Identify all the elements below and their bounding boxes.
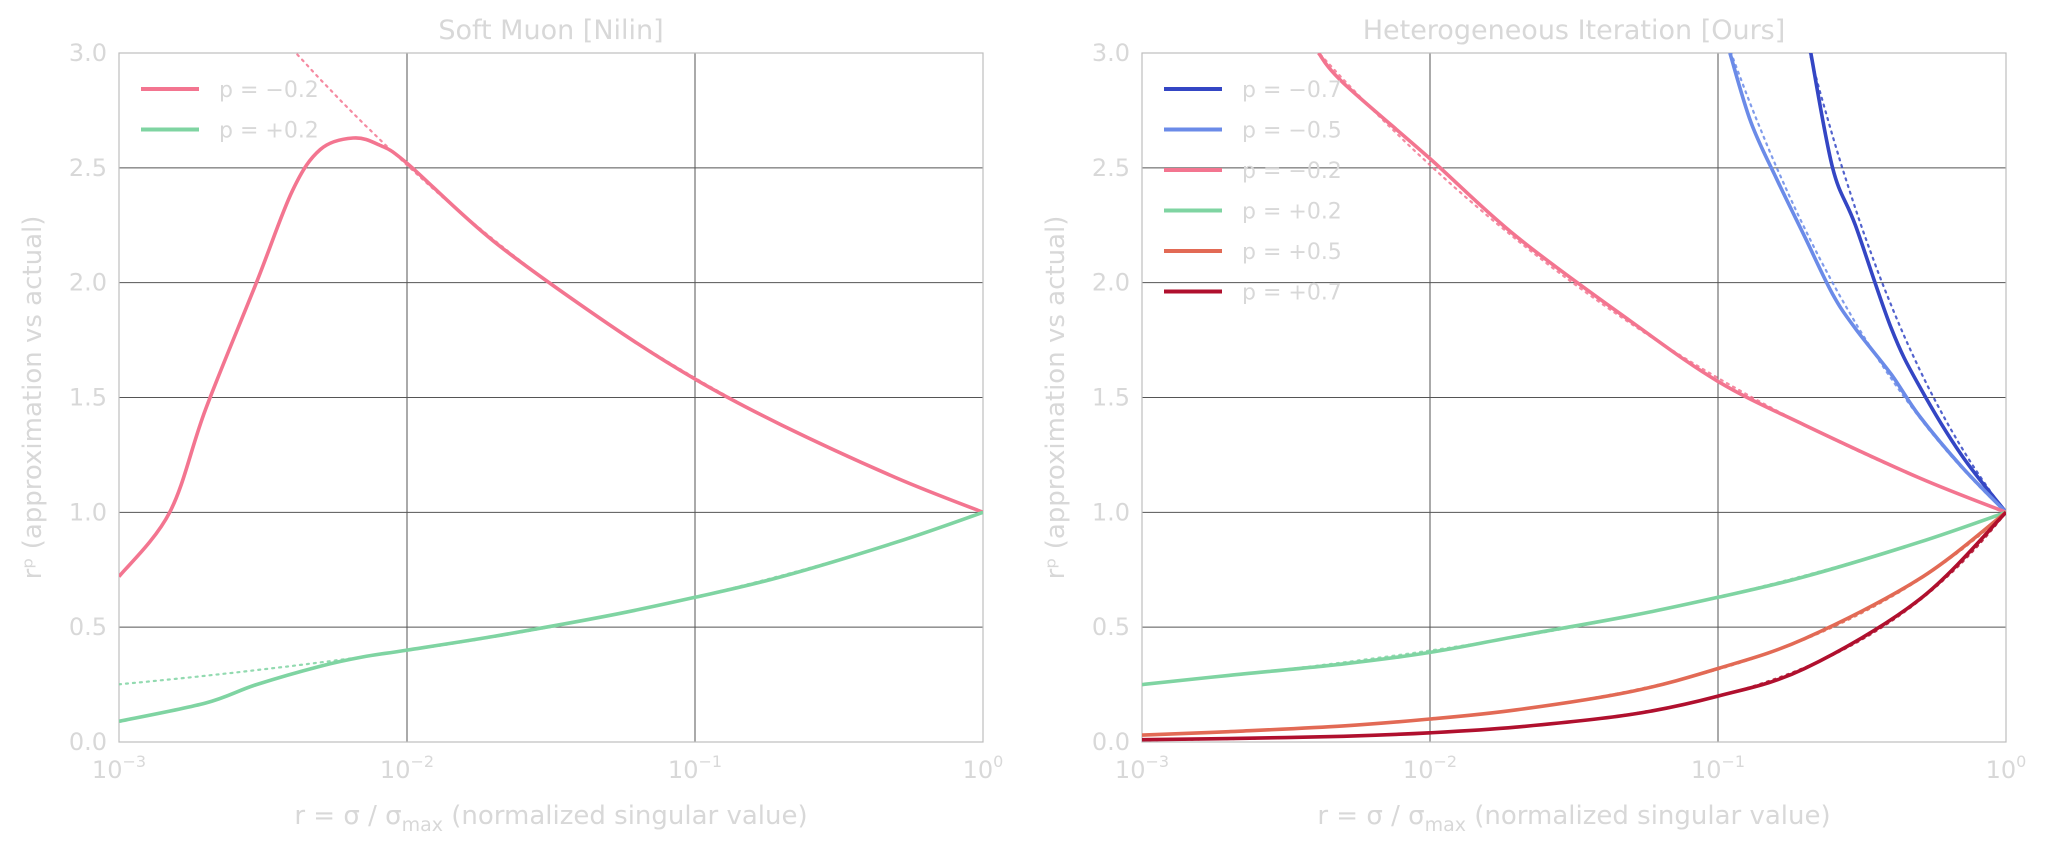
series-approximation-line: [1317, 53, 2006, 514]
y-tick-label: 0.0: [1092, 728, 1130, 756]
y-tick-label: 2.5: [69, 154, 107, 182]
series-actual-line: [1808, 53, 2006, 514]
chart-title: Heterogeneous Iteration [Ours]: [1363, 15, 1786, 46]
series-approximation-line: [1728, 53, 2006, 514]
series-actual-line: [119, 511, 983, 686]
legend-label: p = +0.2: [219, 119, 319, 144]
x-tick-label: 10−3: [92, 752, 146, 784]
series-group: [119, 53, 983, 724]
x-tick-label: 10−2: [1403, 752, 1457, 784]
y-tick-label: 2.5: [1092, 154, 1130, 182]
series-approximation-line: [1142, 511, 2006, 742]
x-tick-label: 100: [963, 752, 1004, 784]
y-tick-label: 0.0: [69, 728, 107, 756]
chart-panel-heterogeneous-iteration: 0.0 0.5 1.0 1.5 2.0 2.5 3.0 10−3 10−2 10−1 100 Hete…: [1041, 15, 2027, 836]
y-tick-label: 1.5: [69, 384, 107, 412]
series-approximation-line: [119, 510, 983, 724]
series-approximation-line: [1142, 510, 2006, 687]
plot-frame: [1141, 52, 2007, 743]
x-tick-label: 10−2: [380, 752, 434, 784]
y-axis-label: rᵖ (approximation vs actual): [1041, 216, 1071, 580]
legend-label: p = +0.2: [1242, 200, 1342, 225]
legend-label: p = −0.2: [219, 78, 319, 103]
y-tick-label: 1.0: [69, 498, 107, 526]
series-actual-line: [294, 53, 983, 514]
chart-title: Soft Muon [Nilin]: [438, 15, 663, 46]
legend-label: p = +0.5: [1242, 240, 1342, 265]
series-approximation-line: [1142, 510, 2006, 737]
y-axis-label: rᵖ (approximation vs actual): [18, 216, 48, 580]
series-approximation-line: [119, 136, 983, 578]
x-tick-label: 10−1: [1691, 752, 1745, 784]
x-tick-label: 100: [1986, 752, 2027, 784]
x-tick-label: 10−3: [1115, 752, 1169, 784]
plot-frame: [118, 52, 984, 743]
x-tick-label: 10−1: [668, 752, 722, 784]
series-actual-line: [1142, 511, 2006, 686]
y-tick-label: 1.0: [1092, 498, 1130, 526]
y-tick-label: 1.5: [1092, 384, 1130, 412]
y-tick-label: 2.0: [1092, 269, 1130, 297]
y-tick-label: 3.0: [69, 39, 107, 67]
chart-panel-soft-muon: 0.0 0.5 1.0 1.5 2.0 2.5 3.0 10−3 10−2 10−1 100 Soft…: [18, 15, 1004, 836]
legend-label: p = +0.7: [1242, 281, 1342, 306]
y-tick-label: 3.0: [1092, 39, 1130, 67]
y-tick-label: 2.0: [69, 269, 107, 297]
y-tick-label: 0.5: [1092, 613, 1130, 641]
legend-label: p = −0.5: [1242, 119, 1342, 144]
series-approximation-line: [1809, 53, 2006, 514]
legend-label: p = −0.7: [1242, 78, 1342, 103]
y-tick-label: 0.5: [69, 613, 107, 641]
x-axis-label: r = σ / σmax (normalized singular value): [1317, 801, 1830, 836]
legend-label: p = −0.2: [1242, 159, 1342, 184]
legend: p = −0.7 p = −0.5 p = −0.2 p = +0.2 p = +0.5…: [1164, 78, 1342, 306]
x-axis-label: r = σ / σmax (normalized singular value): [294, 801, 807, 836]
legend: p = −0.2 p = +0.2: [141, 78, 319, 144]
series-group: [1142, 53, 2006, 742]
